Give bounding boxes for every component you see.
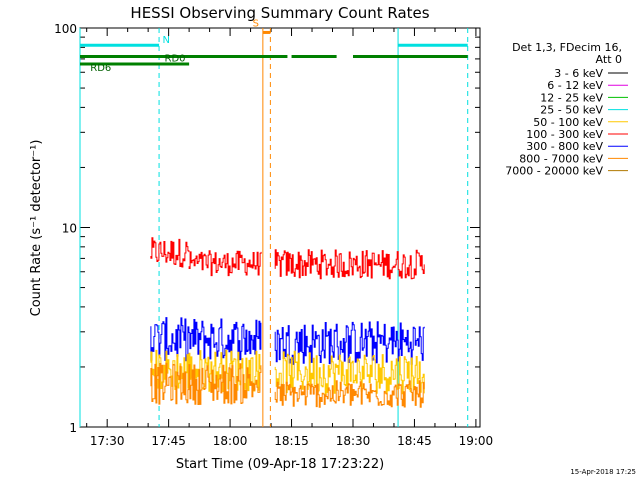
legend-label: 6 - 12 keV — [547, 79, 603, 92]
series-trace — [150, 362, 262, 405]
x-axis-label: Start Time (09-Apr-18 17:23:22) — [176, 457, 384, 472]
legend-label: 50 - 100 keV — [533, 116, 603, 129]
series-trace — [150, 237, 190, 268]
flag-label-s: S — [253, 18, 259, 29]
legend-label: 25 - 50 keV — [540, 104, 603, 117]
legend-label: 800 - 7000 keV — [519, 152, 603, 165]
flag-label-n: N — [162, 35, 169, 46]
x-tick-label: 18:00 — [213, 434, 248, 448]
legend-header-line-2: Att 0 — [596, 53, 622, 66]
y-tick-label: 100 — [54, 22, 77, 36]
legend-label: 3 - 6 keV — [554, 67, 603, 80]
y-axis-label: Count Rate (s⁻¹ detector⁻¹) — [29, 140, 44, 317]
y-tick-label: 1 — [69, 421, 77, 435]
series-trace — [150, 317, 262, 362]
series-trace — [274, 350, 425, 395]
footer-timestamp: 15-Apr-2018 17:25 — [570, 468, 636, 476]
legend-label: 12 - 25 keV — [540, 91, 603, 104]
plot-area: N RD0 RD6 S — [79, 18, 481, 428]
x-tick-label: 18:45 — [397, 434, 432, 448]
flag-label-rd0: RD0 — [165, 53, 186, 64]
legend-label: 100 - 300 keV — [526, 128, 603, 141]
x-tick-label: 18:30 — [336, 434, 371, 448]
series-trace — [188, 250, 262, 277]
x-tick-label: 17:45 — [151, 434, 186, 448]
series-trace — [150, 349, 262, 392]
x-tick-label: 17:30 — [90, 434, 125, 448]
series-trace — [274, 321, 425, 365]
chart-title: HESSI Observing Summary Count Rates — [130, 4, 429, 22]
series-trace — [274, 380, 425, 408]
legend-label: 7000 - 20000 keV — [505, 165, 603, 178]
series-trace — [274, 249, 425, 280]
x-tick-label: 19:00 — [459, 434, 494, 448]
y-tick-label: 10 — [62, 222, 77, 236]
flag-label-rd6: RD6 — [90, 63, 111, 74]
legend-label: 300 - 800 keV — [526, 140, 603, 153]
x-tick-label: 18:15 — [274, 434, 309, 448]
legend-header-line-1: Det 1,3, FDecim 16, — [512, 41, 622, 54]
